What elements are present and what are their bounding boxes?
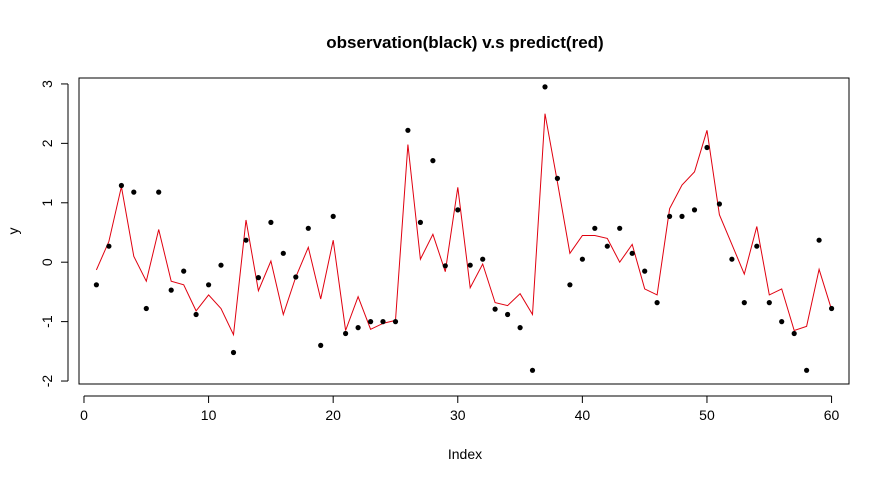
x-tick-label: 0: [80, 407, 88, 423]
x-axis: 0 10 20 30 40 50 60: [80, 395, 840, 423]
y-axis: -2 -1 0 1 2 3: [39, 80, 69, 388]
observation-point: [430, 158, 436, 164]
observation-point: [181, 268, 187, 274]
observation-point: [642, 268, 648, 274]
observation-point: [592, 225, 598, 231]
observation-point: [455, 207, 461, 213]
y-tick-label: 3: [39, 80, 55, 88]
observation-point: [118, 182, 124, 189]
y-tick-label: -2: [39, 375, 55, 388]
observation-point: [629, 250, 635, 256]
observation-point: [480, 256, 486, 262]
observation-point: [766, 300, 772, 306]
x-tick-label: 60: [824, 407, 840, 423]
observation-point: [654, 300, 660, 306]
observation-point: [517, 325, 523, 331]
observation-point: [380, 319, 386, 325]
observation-point: [791, 330, 797, 337]
y-tick-label: 2: [39, 139, 55, 147]
observation-point: [230, 349, 237, 356]
x-tick-label: 10: [201, 407, 217, 423]
observation-point: [567, 282, 573, 288]
x-axis-label: Index: [448, 446, 482, 462]
x-tick-label: 50: [699, 407, 715, 423]
observation-point: [417, 219, 423, 225]
x-tick-label: 30: [450, 407, 466, 423]
observation-point: [392, 319, 399, 325]
observation-point: [579, 256, 586, 262]
observation-point: [691, 207, 698, 213]
observation-point: [330, 213, 336, 219]
observation-point: [679, 213, 685, 219]
observation-point: [243, 237, 249, 243]
observation-point: [368, 319, 374, 325]
observation-point: [716, 201, 723, 207]
y-tick-label: 1: [39, 199, 55, 207]
observation-point: [467, 262, 473, 268]
observation-point: [106, 243, 112, 249]
observation-series: [93, 84, 835, 373]
observation-point: [305, 225, 311, 231]
observation-point: [268, 219, 274, 225]
observation-point: [505, 311, 511, 318]
observation-point: [206, 282, 212, 288]
y-axis-label: y: [5, 228, 21, 235]
observation-point: [804, 367, 810, 373]
observation-point: [318, 342, 324, 348]
x-tick-label: 20: [325, 407, 341, 423]
y-tick-label: 0: [39, 258, 55, 266]
observation-point: [93, 282, 99, 288]
observation-point: [816, 237, 822, 243]
observation-point: [355, 325, 361, 331]
observation-point: [218, 262, 224, 268]
prediction-series: [95, 113, 833, 337]
observation-point: [754, 243, 760, 249]
observation-point: [667, 213, 673, 219]
observation-point: [193, 311, 199, 318]
observation-point: [156, 189, 162, 195]
observation-point: [405, 127, 411, 133]
x-tick-label: 40: [575, 407, 591, 423]
observation-point: [829, 305, 835, 312]
observation-point: [704, 144, 710, 151]
observation-point: [442, 263, 448, 269]
observation-point: [529, 367, 536, 373]
observation-point: [280, 250, 286, 256]
observation-point: [131, 189, 137, 195]
chart-title: observation(black) v.s predict(red): [326, 33, 603, 52]
observation-point: [492, 306, 498, 312]
prediction-line: [95, 113, 833, 337]
observation-point: [143, 305, 149, 312]
y-tick-label: -1: [39, 315, 55, 328]
observation-point: [554, 175, 561, 181]
observation-point: [779, 319, 785, 325]
observation-point: [343, 330, 349, 337]
observation-point: [168, 287, 174, 293]
observation-point: [293, 274, 299, 280]
observation-point: [604, 243, 610, 249]
observation-point: [741, 300, 747, 306]
observation-point: [617, 225, 623, 231]
observation-point: [729, 256, 735, 262]
observation-point: [542, 84, 548, 90]
plot-area-frame: [78, 77, 850, 385]
observation-point: [255, 275, 261, 281]
